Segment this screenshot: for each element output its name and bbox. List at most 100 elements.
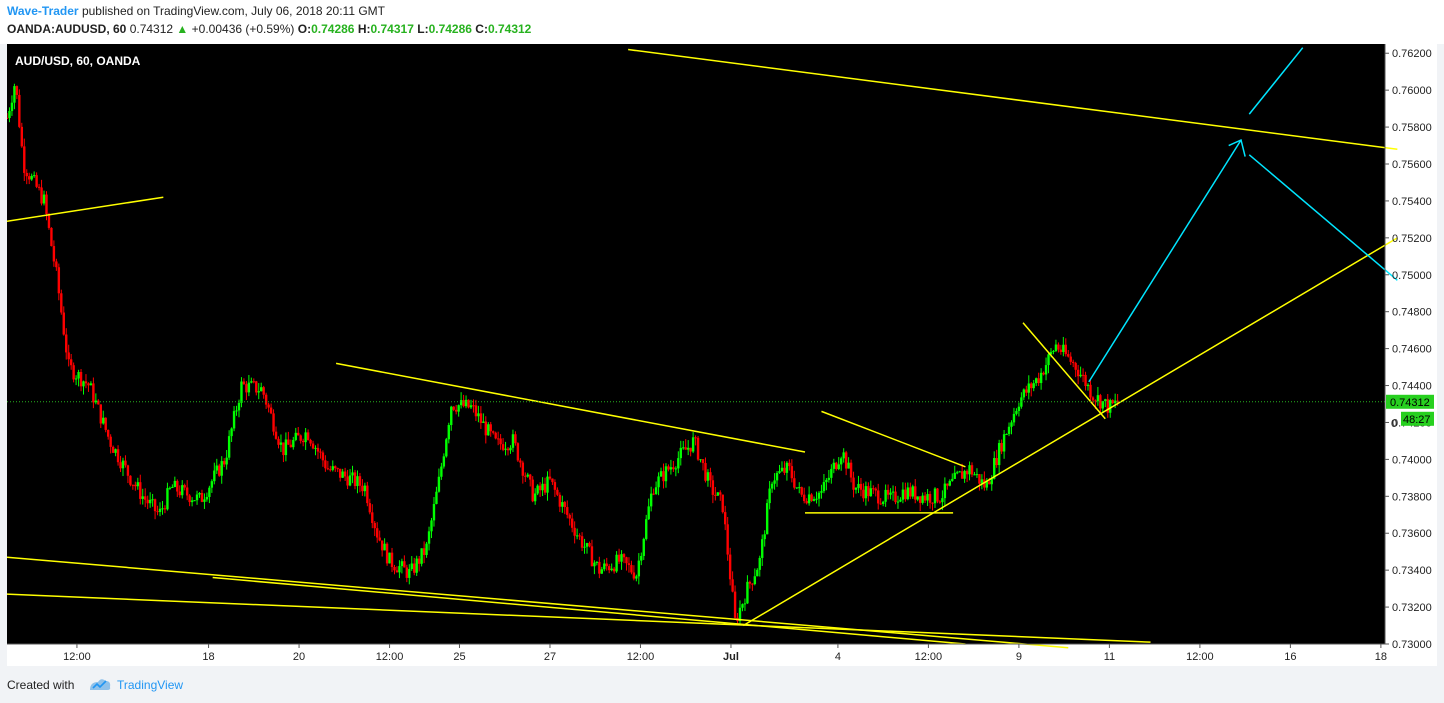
candle-body	[891, 491, 895, 493]
candle-body	[267, 404, 270, 408]
candle-body	[684, 447, 687, 450]
candle-body	[531, 479, 534, 502]
author-link[interactable]: Wave-Trader	[7, 4, 79, 18]
candle-body	[277, 438, 280, 445]
candle-body	[158, 508, 162, 513]
candle-body	[524, 475, 527, 477]
candle-body	[10, 102, 14, 112]
candle-body	[348, 475, 352, 486]
trendline	[212, 576, 966, 645]
candle-body	[166, 488, 169, 510]
candle-body	[400, 561, 404, 567]
last-price-marker: 0.74312 48:27 0	[7, 394, 1434, 430]
candle-body	[790, 466, 794, 479]
candle-body	[956, 472, 959, 474]
candle-body	[822, 482, 826, 492]
candle-body	[176, 480, 179, 492]
candle-body	[215, 465, 218, 471]
price-chart[interactable]: AUD/USD, 60, OANDA 0.73000 0.73200 0.73400…	[5, 44, 1437, 666]
candle-body	[827, 477, 831, 480]
candle-body	[415, 558, 418, 573]
candle-body	[931, 502, 934, 504]
x-tick-label: 20	[293, 651, 305, 663]
candle-body	[756, 569, 759, 577]
candle-body	[529, 474, 532, 480]
candle-body	[109, 436, 112, 447]
candle-body	[864, 486, 868, 499]
candle-body	[951, 478, 954, 481]
close-value: 0.74312	[487, 22, 532, 36]
candle-body	[1030, 383, 1033, 389]
candle-body	[726, 524, 729, 555]
header-bar: Wave-Trader published on TradingView.com…	[0, 0, 1444, 44]
candle-body	[331, 466, 334, 470]
trendline	[742, 237, 1398, 627]
candle-body	[156, 511, 159, 513]
candle-body	[1047, 354, 1050, 366]
candle-body	[802, 494, 806, 502]
price-axis	[1385, 44, 1437, 644]
candle-body	[139, 482, 142, 499]
y-tick-label: 0.73400	[1392, 565, 1432, 577]
candle-body	[758, 557, 761, 570]
y-tick-label: 0.74400	[1392, 381, 1432, 393]
candle-body	[793, 478, 796, 488]
tradingview-logo-icon[interactable]	[88, 676, 112, 692]
candle-body	[1067, 354, 1070, 357]
candle-body	[691, 437, 695, 452]
candle-body	[620, 554, 623, 562]
candle-body	[1052, 351, 1055, 353]
candle-body	[148, 499, 152, 504]
candle-body	[144, 496, 147, 500]
candle-body	[965, 470, 969, 475]
candle-body	[440, 466, 443, 477]
candle-body	[432, 503, 436, 521]
candle-body	[879, 503, 882, 505]
candle-body	[173, 480, 177, 487]
candle-body	[546, 476, 549, 493]
candle-body	[487, 424, 490, 436]
candle-body	[245, 384, 248, 393]
candle-body	[558, 494, 562, 507]
candle-body	[8, 111, 11, 119]
candle-body	[867, 486, 870, 497]
candle-body	[881, 501, 885, 504]
candle-body	[573, 527, 576, 536]
candle-body	[106, 429, 110, 437]
chart-area[interactable]: AUD/USD, 60, OANDA 0.73000 0.73200 0.73400…	[5, 44, 1437, 666]
candle-body	[627, 563, 631, 566]
candle-body	[390, 552, 394, 568]
candle-body	[279, 442, 283, 445]
candle-body	[805, 501, 808, 504]
y-axis-ticks: 0.73000 0.73200 0.73400 0.73600 0.73800 0.740…	[1384, 44, 1432, 651]
candle-body	[909, 487, 912, 497]
candle-body	[18, 94, 21, 127]
x-tick-label: 18	[1375, 651, 1387, 663]
tradingview-brand-link[interactable]: TradingView	[117, 678, 184, 692]
candle-body	[694, 437, 697, 439]
candle-body	[247, 382, 251, 393]
candle-body	[210, 481, 214, 488]
candle-body	[1064, 344, 1067, 355]
candle-body	[731, 579, 734, 592]
x-tick-label: 9	[1016, 651, 1022, 663]
candle-body	[213, 470, 216, 482]
candle-body	[353, 472, 357, 487]
candle-body	[958, 471, 961, 473]
candle-body	[57, 267, 61, 294]
high-value: 0.74317	[370, 22, 414, 36]
candle-body	[995, 458, 998, 466]
candle-body	[657, 476, 660, 488]
candle-body	[815, 498, 818, 500]
projection-line	[1088, 139, 1242, 383]
candle-body	[395, 570, 399, 573]
candle-body	[116, 449, 120, 463]
candle-body	[255, 381, 258, 393]
x-tick-label: 11	[1104, 651, 1115, 663]
candle-body	[420, 548, 423, 564]
candle-body	[358, 476, 362, 486]
candle-body	[640, 555, 643, 561]
candle-body	[40, 187, 43, 204]
candle-body	[23, 146, 26, 173]
candle-body	[768, 488, 771, 504]
